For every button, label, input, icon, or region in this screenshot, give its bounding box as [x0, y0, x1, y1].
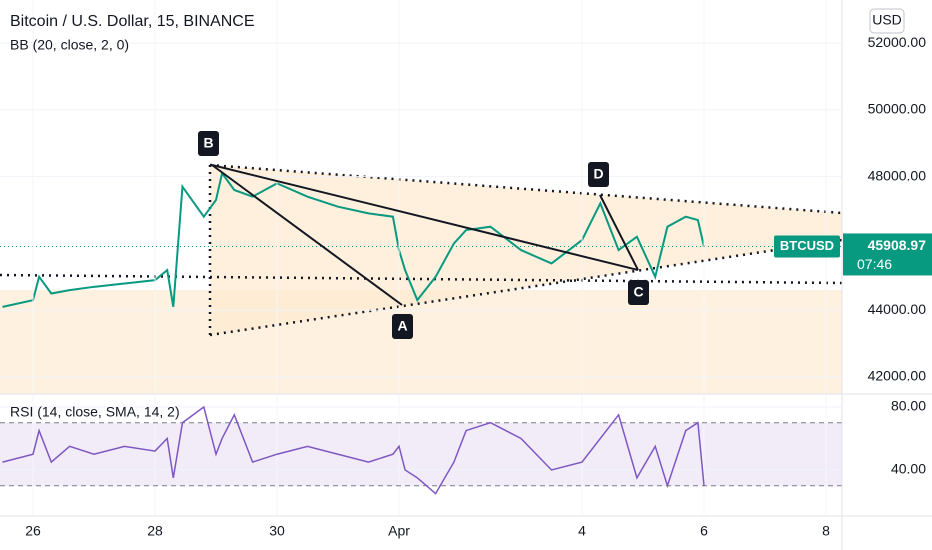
- x-tick-label: 6: [700, 523, 708, 539]
- label-box: [392, 314, 413, 339]
- horizontal-trendline: [0, 273, 843, 285]
- label-box: [588, 162, 609, 187]
- plot: [0, 42, 842, 495]
- symbol-tag: [774, 235, 840, 258]
- y-tick-label: 80.00: [891, 398, 926, 414]
- pattern-label: C: [633, 284, 643, 300]
- triangle-fill: [210, 165, 842, 335]
- rsi-band-fill: [0, 423, 842, 486]
- pattern: [211, 164, 639, 306]
- y-tick-label: 50000.00: [868, 101, 927, 117]
- pattern-label: B: [203, 135, 213, 151]
- pattern-line: [211, 164, 403, 306]
- symbol-tag-text: BTCUSD: [780, 238, 834, 253]
- y-tick-label: 52000.00: [868, 34, 927, 50]
- x-tick-label: 26: [25, 523, 41, 539]
- pattern-label: D: [593, 166, 603, 182]
- x-tick-label: Apr: [388, 523, 410, 539]
- chart-title: Bitcoin / U.S. Dollar, 15, BINANCE: [10, 13, 255, 30]
- x-tick-label: 30: [269, 523, 285, 539]
- y-tick-label: 48000.00: [868, 167, 927, 183]
- trendlines: [0, 163, 843, 337]
- pattern-line: [599, 194, 639, 271]
- indicator-title: BB (20, close, 2, 0): [10, 37, 129, 53]
- y-tick-label: 40.00: [891, 461, 926, 477]
- x-tick-label: 28: [147, 523, 163, 539]
- y-tick-label: 44000.00: [868, 301, 927, 317]
- currency-button[interactable]: [869, 8, 905, 34]
- y-tick-label: 42000.00: [868, 368, 927, 384]
- range-fill: [0, 290, 842, 394]
- lower-trendline: [209, 238, 843, 337]
- price-tag: [843, 233, 932, 276]
- label-box: [628, 280, 649, 305]
- x-tick-label: 4: [578, 523, 586, 539]
- price-line: [2, 170, 705, 308]
- pattern-line: [211, 164, 639, 271]
- label-box: [198, 131, 219, 156]
- countdown: 07:46: [857, 256, 892, 272]
- x-tick-label: 8: [822, 523, 830, 539]
- currency: USD: [872, 12, 902, 28]
- pattern-label: A: [397, 318, 407, 334]
- price-tag-text: 45908.97: [868, 237, 927, 253]
- rsi-title: RSI (14, close, SMA, 14, 2): [10, 404, 180, 420]
- price-line: [2, 405, 705, 495]
- upper-trendline: [209, 163, 843, 215]
